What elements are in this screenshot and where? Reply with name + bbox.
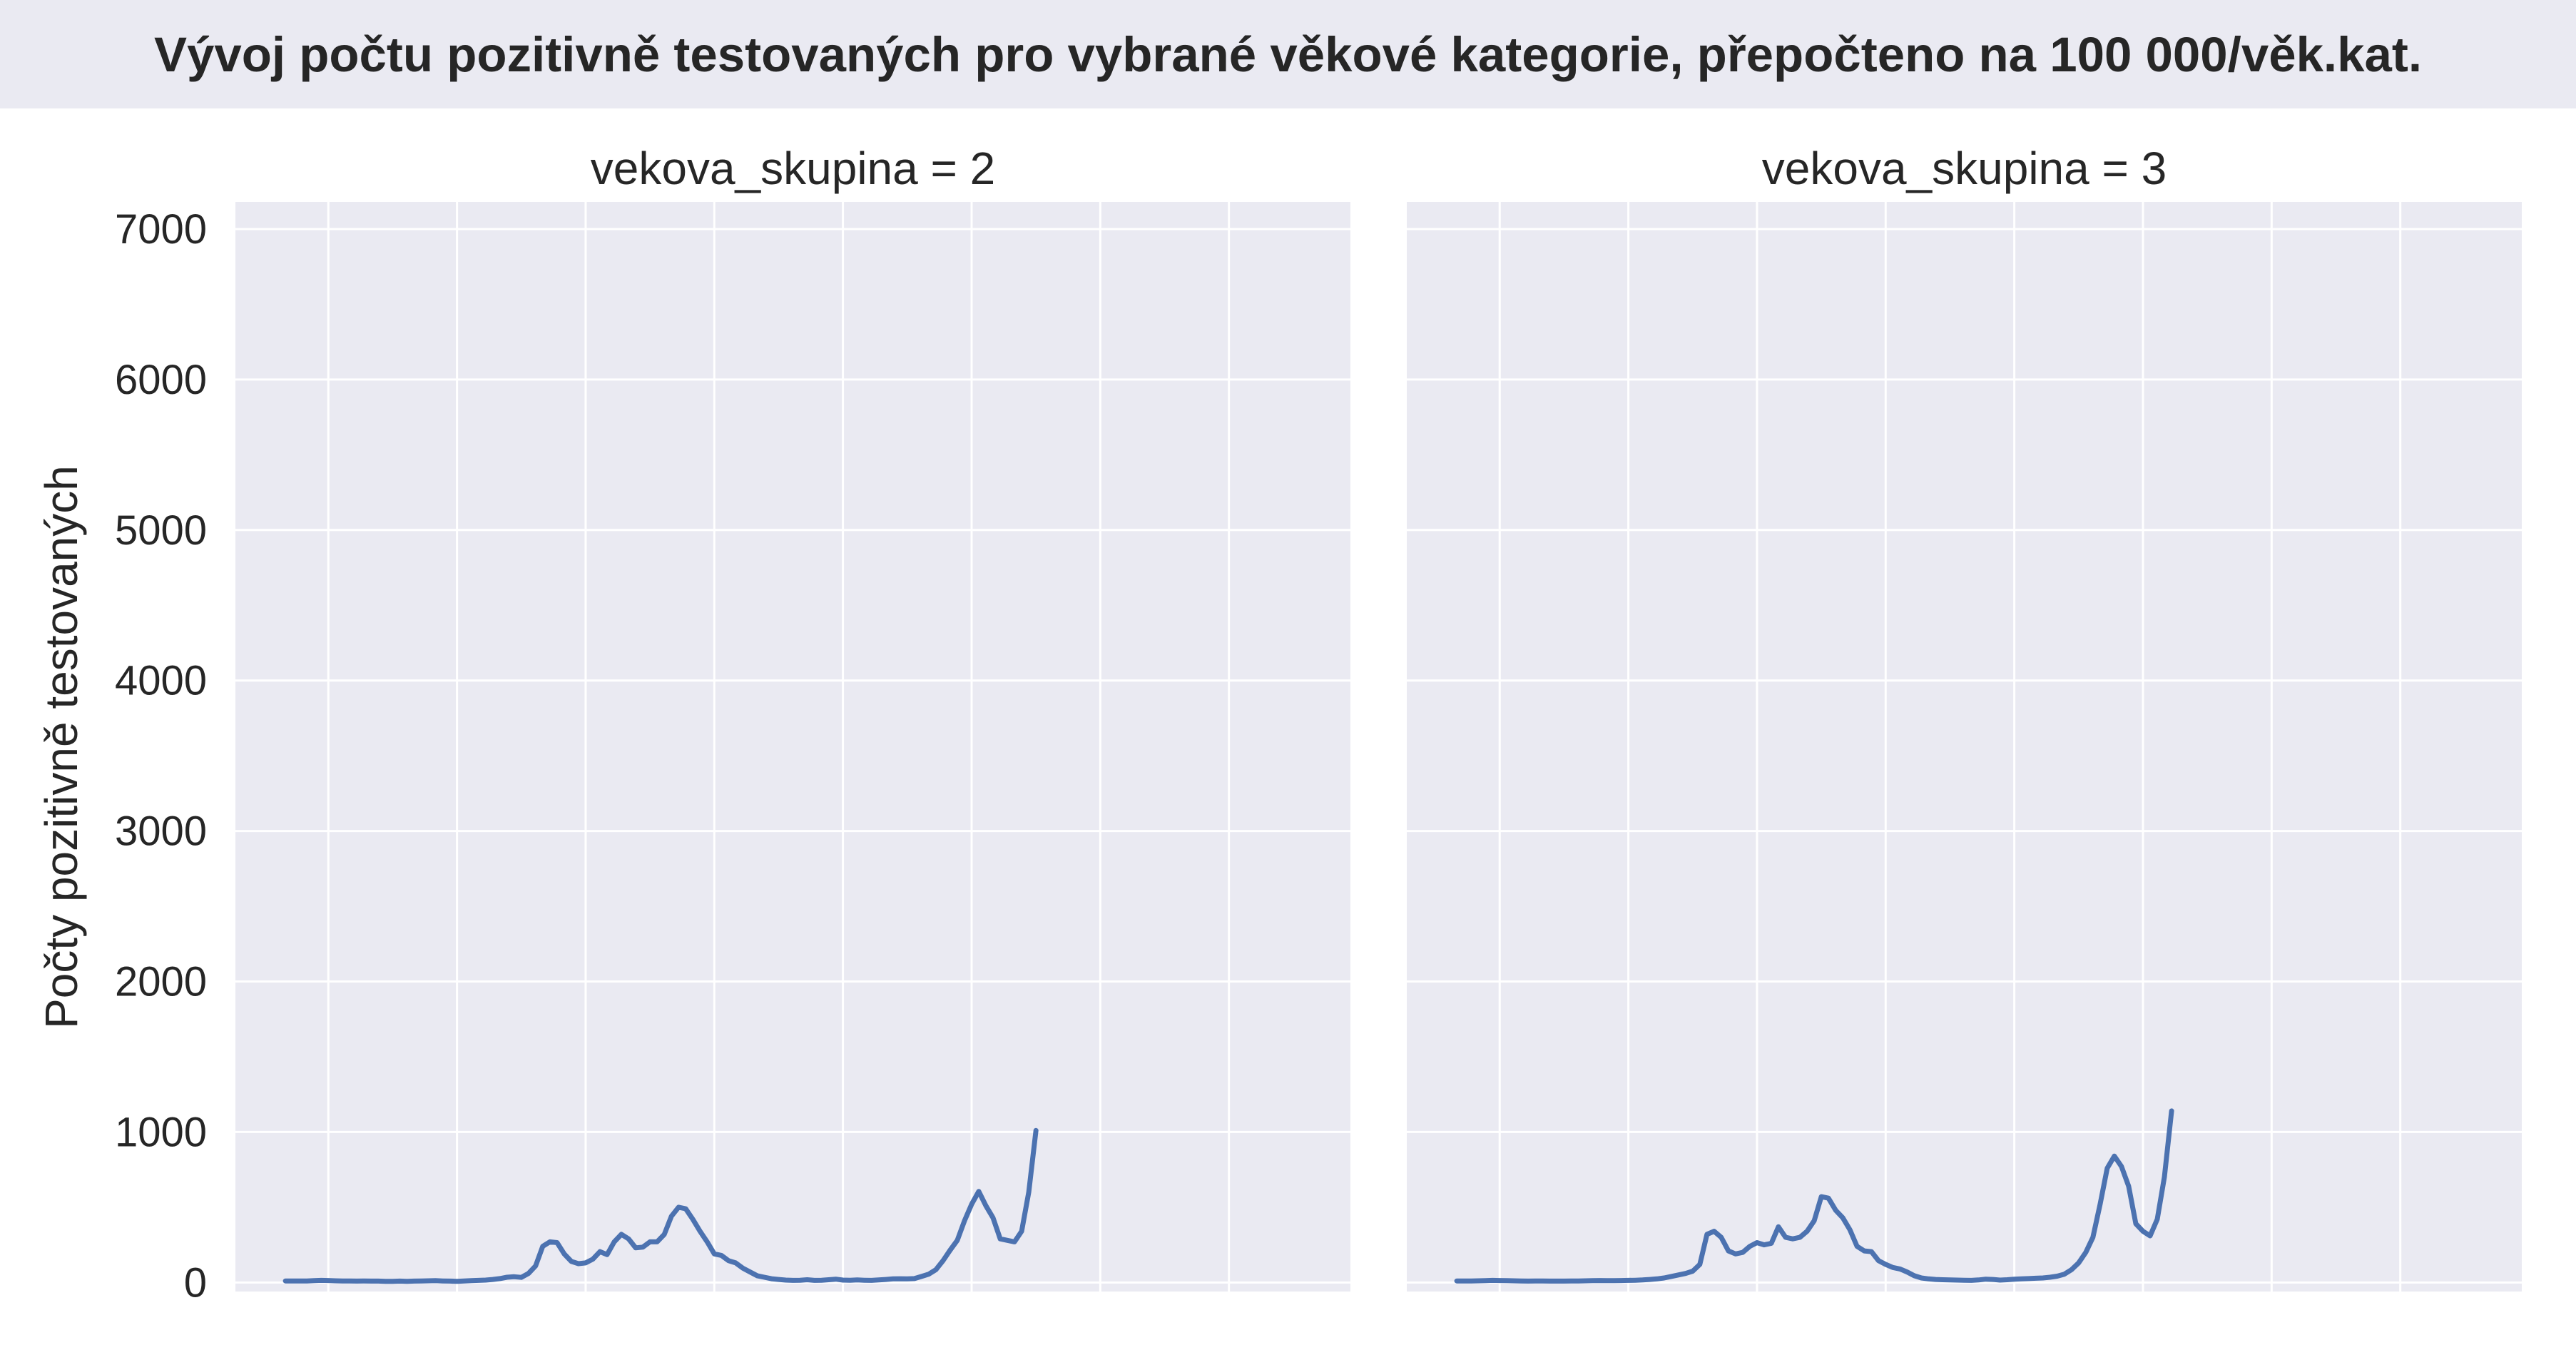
series-line: [1454, 1108, 2174, 1284]
y-tick-label: 2000: [115, 959, 207, 1005]
y-tick-label: 4000: [115, 658, 207, 704]
facet-title: vekova_skupina = 3: [1762, 143, 2167, 194]
y-axis-label: Počty pozitivně testovaných: [36, 465, 87, 1029]
y-tick-label: 1000: [115, 1109, 207, 1155]
y-tick-label: 5000: [115, 507, 207, 554]
plot-area: [1407, 202, 2522, 1292]
facet-title: vekova_skupina = 2: [591, 143, 996, 194]
y-tick-label: 6000: [115, 357, 207, 403]
facet-panel-2: vekova_skupina = 3: [1407, 143, 2522, 1292]
y-tick-label: 0: [184, 1259, 207, 1306]
y-tick-label: 3000: [115, 808, 207, 855]
series-line: [282, 1127, 1039, 1284]
figure-title-bar: [0, 0, 2576, 108]
y-tick-label: 7000: [115, 206, 207, 253]
figure-title: Vývoj počtu pozitivně testovaných pro vy…: [153, 26, 2423, 82]
facet-panel-1: vekova_skupina = 2 0 1000 2000 3000 4000 5000 6…: [115, 143, 1350, 1306]
plot-area: [235, 202, 1350, 1292]
